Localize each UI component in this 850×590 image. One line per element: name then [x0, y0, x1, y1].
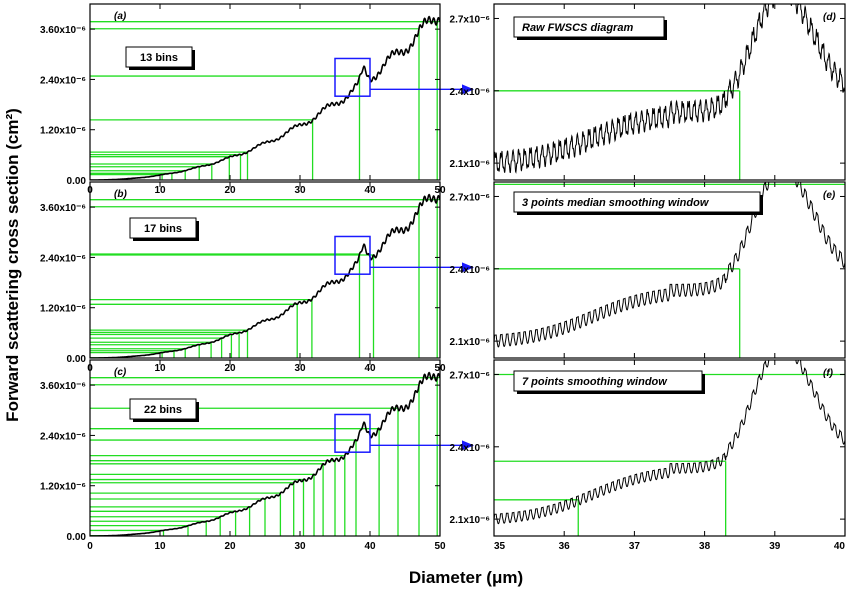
panel-tag: (a) [114, 11, 127, 22]
bins-label: 22 bins [144, 404, 182, 416]
panel-f: 2.1x10⁻⁶ 2.4x10⁻⁶ 2.7x10⁻⁶ 35 36 37 38 39 40 (f) 7… [450, 359, 846, 552]
y-tick-label: 1.20x10⁻⁶ [40, 126, 86, 137]
x-tick-label: 37 [629, 541, 641, 552]
y-tick-label: 2.1x10⁻⁶ [450, 159, 490, 170]
panel-tag: (c) [114, 367, 127, 378]
x-tick-label: 40 [364, 363, 376, 374]
x-axis-title: Diameter (μm) [409, 568, 523, 587]
x-tick-label: 0 [87, 541, 93, 552]
x-tick-label: 30 [294, 363, 306, 374]
y-tick-label: 3.60x10⁻⁶ [40, 203, 86, 214]
panel-a: 0.001.20x10⁻⁶2.40x10⁻⁶3.60x10⁻⁶0 10 20 30 40… [40, 3, 474, 196]
y-tick-label: 2.4x10⁻⁶ [450, 265, 490, 276]
zoom-box [334, 235, 371, 275]
zoom-arrow-head [462, 84, 474, 95]
x-tick-label: 20 [224, 541, 236, 552]
x-tick-label: 36 [559, 541, 571, 552]
x-tick-label: 10 [154, 185, 166, 196]
x-tick-label: 40 [364, 185, 376, 196]
plot-area [90, 15, 440, 180]
plot-area [90, 371, 440, 536]
plot-frame [493, 181, 846, 359]
y-tick-label: 2.4x10⁻⁶ [450, 87, 490, 98]
label-box [513, 191, 761, 213]
y-tick-label: 2.7x10⁻⁶ [450, 370, 490, 381]
label-box [513, 370, 703, 392]
y-axis-title: Forward scattering cross section (cm²) [3, 108, 22, 422]
plot-frame [89, 3, 441, 181]
y-tick-label: 0.00 [67, 176, 87, 187]
series-line [90, 371, 440, 536]
plot-frame [89, 359, 441, 537]
y-tick-label: 2.7x10⁻⁶ [450, 14, 490, 25]
panel-tag: (b) [114, 189, 127, 200]
x-tick-label: 10 [154, 541, 166, 552]
y-tick-label: 2.1x10⁻⁶ [450, 337, 490, 348]
x-tick-label: 30 [294, 185, 306, 196]
smoothing-label: 7 points smoothing window [522, 376, 668, 388]
panel-tag: (f) [823, 368, 834, 379]
zoom-box [334, 413, 371, 453]
plot-area [90, 193, 440, 358]
y-tick-label: 1.20x10⁻⁶ [40, 482, 86, 493]
series-line [90, 193, 440, 358]
panels: 0.00 1.20x10⁻⁶ 2.40x10⁻⁶ 3.60x10⁻⁶ 0 10 20 30 40… [40, 3, 846, 552]
label-box [125, 46, 193, 68]
plot-frame [493, 359, 846, 537]
panel-d: 2.1x10⁻⁶ 2.4x10⁻⁶ 2.7x10⁻⁶ (d) Raw FWSCS dia… [450, 3, 846, 181]
y-tick-label: 0.00 [67, 532, 87, 543]
y-tick-label: 2.40x10⁻⁶ [40, 253, 86, 264]
panel-tag: (e) [823, 190, 836, 201]
label-box [129, 217, 197, 239]
plot-area [494, 182, 845, 358]
x-tick-label: 10 [154, 363, 166, 374]
y-tick-label: 2.7x10⁻⁶ [450, 192, 490, 203]
x-tick-label: 20 [224, 185, 236, 196]
x-tick-label: 40 [834, 541, 846, 552]
y-tick-label: 2.4x10⁻⁶ [450, 443, 490, 454]
y-tick-label: 3.60x10⁻⁶ [40, 25, 86, 36]
y-tick-label: 0.00 [67, 354, 87, 365]
x-tick-label: 40 [364, 541, 376, 552]
plot-frame [89, 181, 441, 359]
x-tick-label: 39 [769, 541, 781, 552]
y-tick-label: 2.40x10⁻⁶ [40, 431, 86, 442]
series-line [494, 360, 845, 525]
y-tick-label: 2.40x10⁻⁶ [40, 75, 86, 86]
x-tick-label: 35 [494, 541, 506, 552]
panel-tag: (d) [823, 12, 836, 23]
y-tick-label: 2.1x10⁻⁶ [450, 515, 490, 526]
zoom-box [334, 57, 371, 97]
smoothing-label: Raw FWSCS diagram [522, 22, 633, 34]
panel-c: 0.00 1.20x10⁻⁶ 2.40x10⁻⁶ 3.60x10⁻⁶ 0 10 20 30 40… [40, 359, 474, 552]
zoom-arrow-head [462, 262, 474, 273]
x-tick-label: 20 [224, 363, 236, 374]
series-line [494, 182, 845, 348]
bins-label: 17 bins [144, 223, 182, 235]
label-box [129, 398, 197, 420]
y-tick-label: 1.20x10⁻⁶ [40, 304, 86, 315]
y-tick-label: 3.60x10⁻⁶ [40, 381, 86, 392]
zoom-arrow-head [462, 440, 474, 451]
series-line [90, 15, 440, 180]
panel-e: 2.1x10⁻⁶ 2.4x10⁻⁶ 2.7x10⁻⁶ (e) 3 points medi… [450, 181, 846, 359]
series-line [494, 4, 845, 174]
plot-area [494, 4, 845, 180]
x-tick-label: 30 [294, 541, 306, 552]
label-box [513, 16, 665, 38]
x-tick-label: 50 [434, 541, 446, 552]
plot-frame [493, 3, 846, 181]
panel-b: 0.001.20x10⁻⁶2.40x10⁻⁶3.60x10⁻⁶0 10 20 30 40… [40, 181, 474, 374]
bins-label: 13 bins [140, 52, 178, 64]
smoothing-label: 3 points median smoothing window [522, 197, 710, 209]
x-tick-label: 38 [699, 541, 711, 552]
